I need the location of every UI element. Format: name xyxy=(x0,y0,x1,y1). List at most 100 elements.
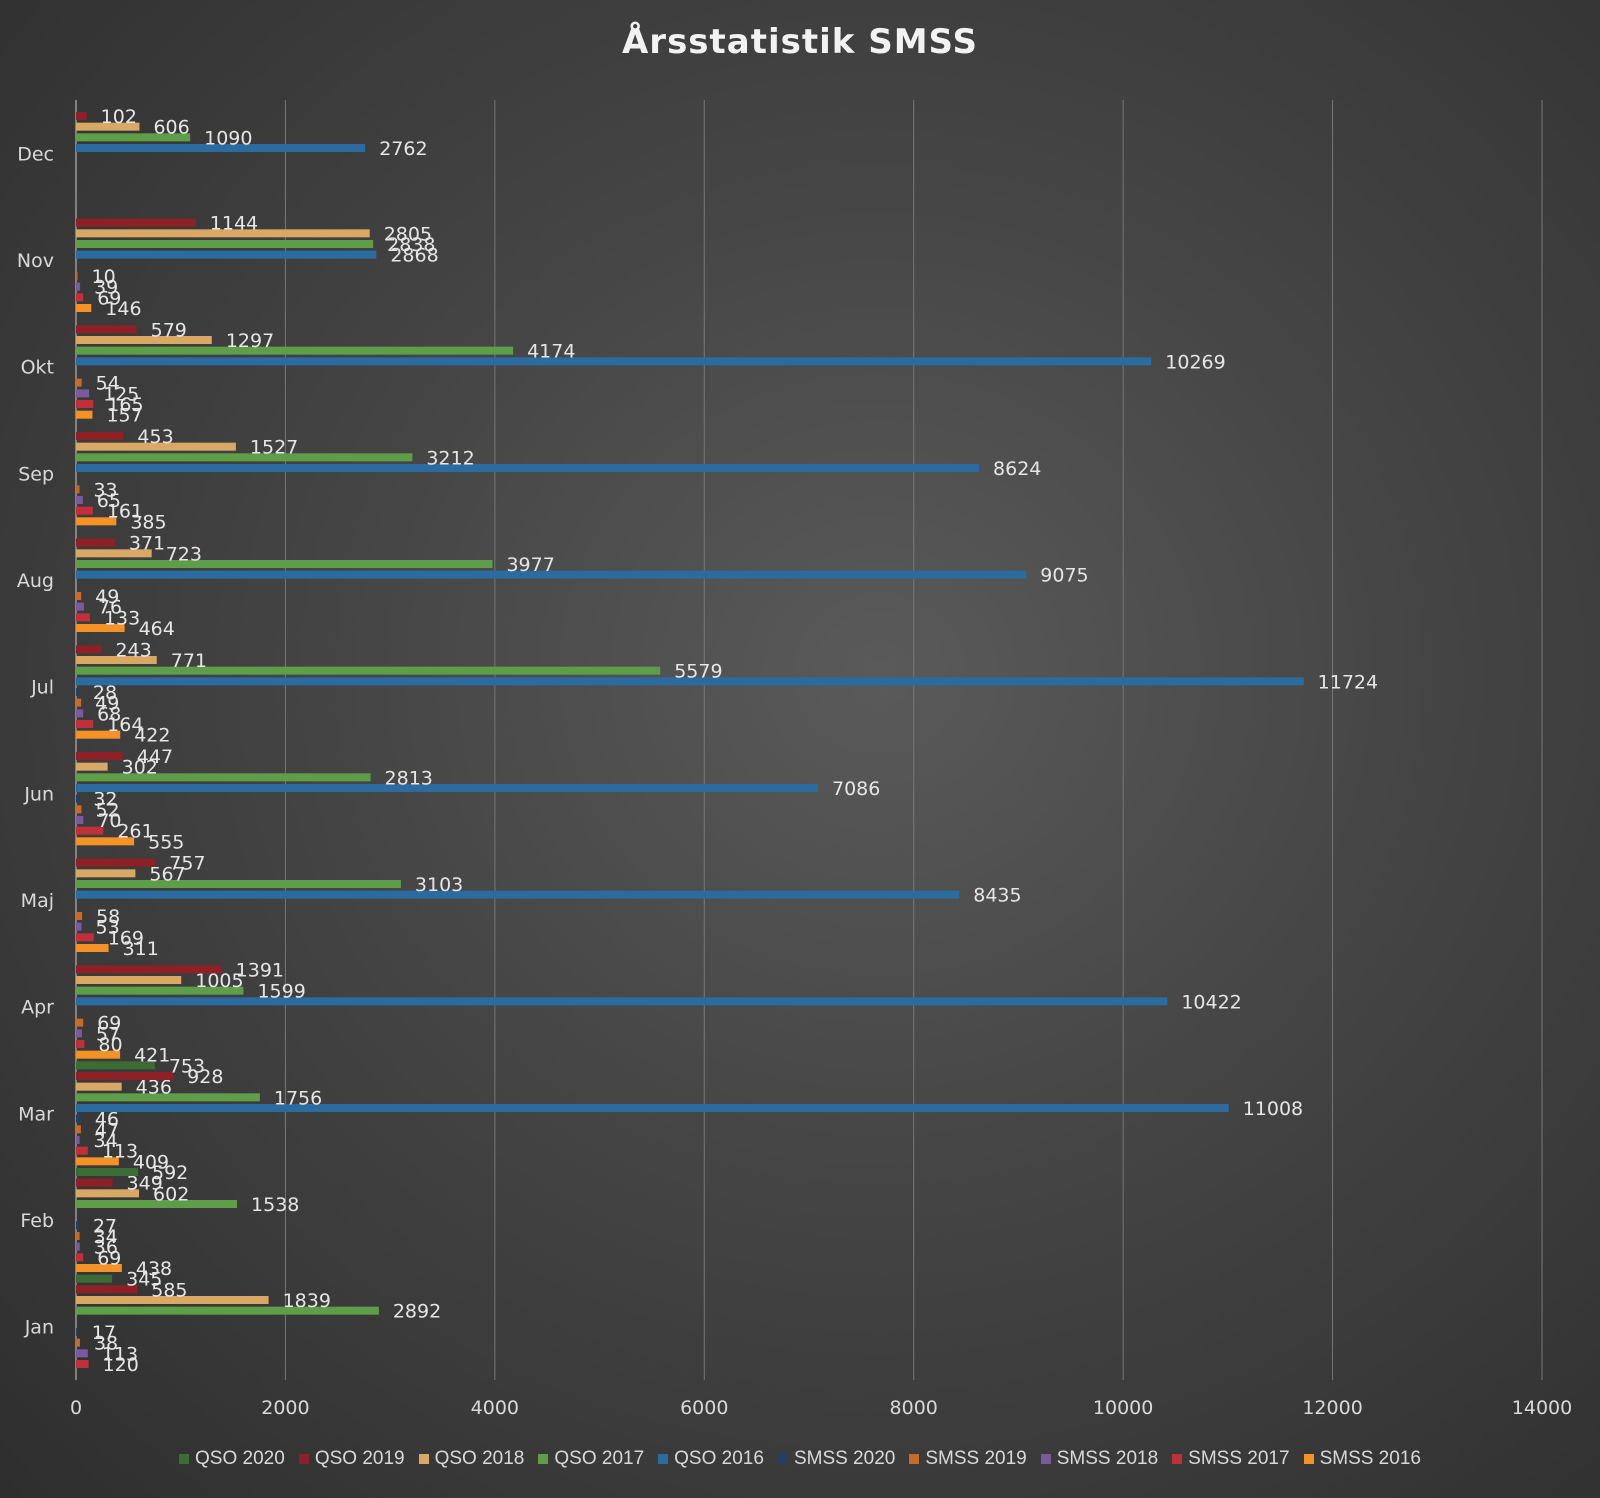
bar xyxy=(76,282,81,291)
bar xyxy=(76,378,82,387)
bar xyxy=(76,677,1304,686)
data-label: 169 xyxy=(108,927,144,949)
legend-item: QSO 2020 xyxy=(179,1448,285,1470)
data-label: 65 xyxy=(97,490,121,512)
data-label: 723 xyxy=(166,543,202,565)
chart-title: Årsstatistik SMSS xyxy=(621,22,979,62)
data-label: 102 xyxy=(101,106,137,128)
data-label: 438 xyxy=(136,1258,172,1280)
data-label: 579 xyxy=(151,319,187,341)
data-label: 757 xyxy=(169,853,205,875)
data-label: 302 xyxy=(122,757,158,779)
bar xyxy=(76,933,94,942)
bar xyxy=(76,762,108,771)
bar xyxy=(76,1125,81,1134)
data-label: 3212 xyxy=(426,447,474,469)
bar xyxy=(76,400,94,408)
legend-swatch xyxy=(909,1454,920,1464)
bar xyxy=(76,357,1152,366)
legend-label: QSO 2019 xyxy=(314,1448,405,1469)
data-label: 2892 xyxy=(393,1301,441,1323)
chart-legend: QSO 2020 QSO 2019 QSO 2018 QSO 2017 QSO 2016… xyxy=(0,1448,1600,1470)
bar xyxy=(76,805,82,814)
data-label: 771 xyxy=(171,650,207,672)
x-tick-label: 6000 xyxy=(680,1397,728,1419)
data-label: 76 xyxy=(98,597,122,619)
y-tick-label: Jun xyxy=(23,783,54,805)
data-label: 10269 xyxy=(1165,351,1225,373)
bar xyxy=(76,784,819,792)
data-label: 34 xyxy=(94,1226,118,1248)
x-tick-label: 14000 xyxy=(1512,1397,1572,1419)
bar xyxy=(76,1029,82,1038)
bar xyxy=(76,1232,80,1240)
bar xyxy=(76,816,84,824)
legend-item: SMSS 2018 xyxy=(1040,1448,1158,1470)
bar xyxy=(76,464,980,472)
data-label: 1005 xyxy=(195,970,243,992)
legend-item: SMSS 2019 xyxy=(909,1448,1027,1470)
data-label: 2762 xyxy=(379,138,427,160)
data-label: 385 xyxy=(130,511,166,533)
data-label: 157 xyxy=(106,405,142,427)
data-label: 133 xyxy=(104,607,140,629)
data-label: 36 xyxy=(94,1237,118,1259)
bar xyxy=(76,688,79,696)
legend-label: SMSS 2016 xyxy=(1319,1448,1421,1469)
data-label: 928 xyxy=(187,1066,223,1088)
bar xyxy=(76,1178,113,1187)
legend-swatch xyxy=(777,1454,788,1464)
bar xyxy=(76,869,136,878)
bar xyxy=(76,922,82,931)
data-label: 10 xyxy=(92,266,116,288)
data-label: 1599 xyxy=(257,981,305,1003)
legend-label: QSO 2017 xyxy=(554,1448,645,1469)
data-label: 1391 xyxy=(236,959,284,981)
bar xyxy=(76,624,125,632)
bar xyxy=(76,538,115,547)
data-label: 243 xyxy=(115,639,151,661)
data-label: 113 xyxy=(102,1141,138,1163)
legend-item: QSO 2016 xyxy=(658,1448,764,1470)
data-label: 555 xyxy=(148,831,184,853)
bar xyxy=(76,602,84,611)
data-label: 32 xyxy=(93,789,117,811)
data-label: 39 xyxy=(94,277,118,299)
data-label: 165 xyxy=(107,394,143,416)
bar xyxy=(76,133,191,142)
data-label: 47 xyxy=(95,1119,119,1141)
data-label: 2813 xyxy=(385,767,433,789)
legend-label: QSO 2016 xyxy=(674,1448,764,1469)
data-label: 46 xyxy=(95,1109,119,1131)
y-tick-label: Mar xyxy=(18,1103,54,1125)
bar xyxy=(76,1050,121,1059)
bar xyxy=(76,773,371,782)
data-label: 54 xyxy=(96,373,120,395)
data-label: 2838 xyxy=(387,234,435,256)
bar xyxy=(76,1264,122,1272)
x-tick-label: 0 xyxy=(70,1397,82,1419)
data-label: 261 xyxy=(117,821,153,843)
data-label: 11008 xyxy=(1243,1098,1303,1120)
bar xyxy=(76,1328,78,1336)
data-label: 49 xyxy=(95,693,119,715)
bar xyxy=(76,485,80,494)
bar xyxy=(76,1274,113,1283)
bar xyxy=(76,666,661,675)
data-label: 464 xyxy=(139,618,175,640)
data-label: 8624 xyxy=(993,458,1041,480)
bar xyxy=(76,1296,269,1304)
data-label: 453 xyxy=(137,426,173,448)
data-label: 1756 xyxy=(274,1087,322,1109)
bar xyxy=(76,496,83,504)
y-tick-label: Sep xyxy=(18,463,54,485)
data-label: 70 xyxy=(97,810,121,832)
data-label: 4174 xyxy=(527,341,575,363)
legend-item: SMSS 2016 xyxy=(1303,1448,1421,1470)
y-tick-label: Aug xyxy=(17,570,54,592)
data-label: 69 xyxy=(97,287,121,309)
bar xyxy=(76,442,236,451)
legend-item: QSO 2017 xyxy=(538,1448,644,1470)
bar xyxy=(76,1061,155,1070)
